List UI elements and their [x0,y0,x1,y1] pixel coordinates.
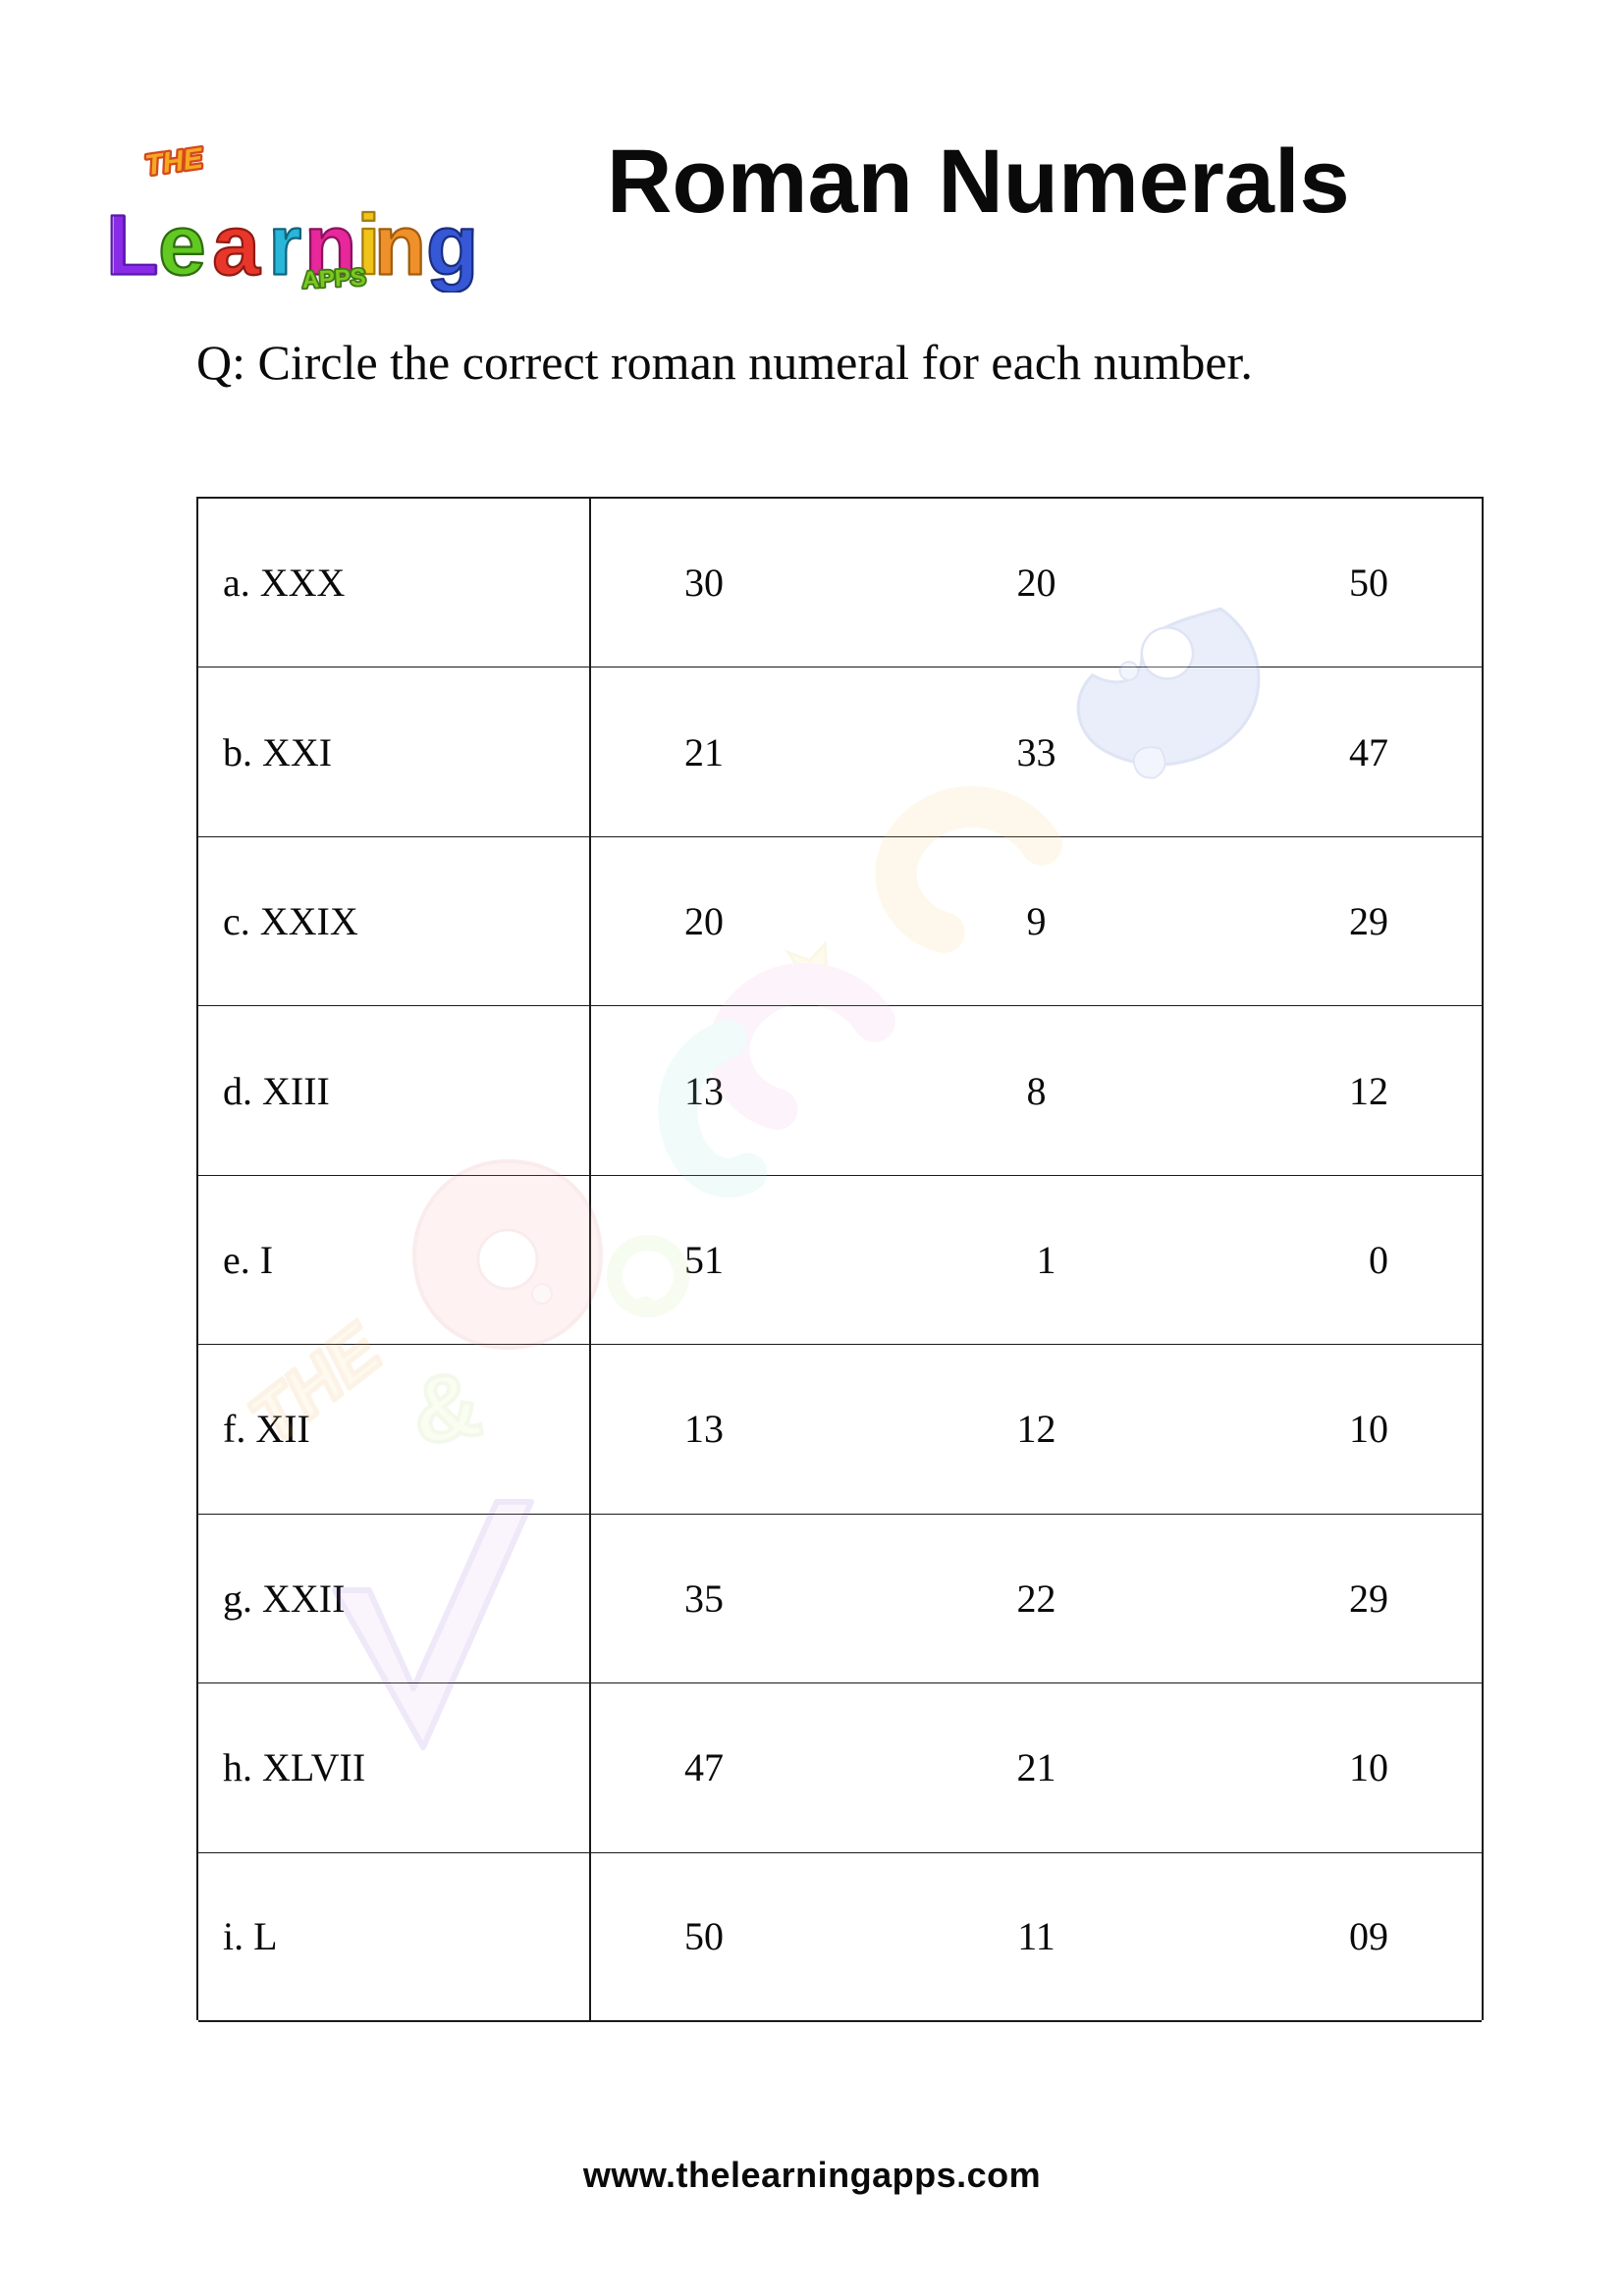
svg-text:a: a [212,198,261,293]
svg-text:THE: THE [143,141,206,182]
svg-text:n: n [374,198,426,293]
svg-text:r: r [268,198,301,293]
svg-text:g: g [426,198,478,293]
svg-text:APPS: APPS [301,264,366,293]
svg-text:e: e [158,198,206,293]
svg-text:L: L [106,198,158,293]
